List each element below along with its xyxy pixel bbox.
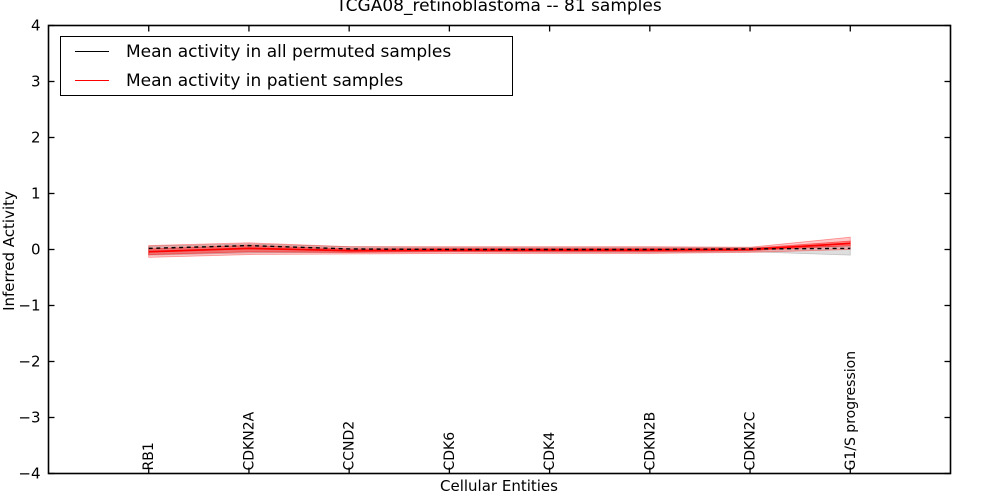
legend-line-black-icon: [75, 51, 109, 52]
y-tick-label: 1: [31, 185, 41, 203]
x-tick-label: CDK6: [442, 432, 458, 471]
y-tick-label: −2: [18, 353, 40, 371]
x-tick-label: CDKN2A: [241, 411, 257, 470]
y-tick-label: −1: [18, 297, 40, 315]
x-axis-label: Cellular Entities: [440, 477, 558, 495]
chart-title: TCGA08_retinoblastoma -- 81 samples: [336, 0, 662, 16]
y-tick-label: 4: [31, 17, 41, 35]
series-line: [148, 244, 851, 251]
y-tick-label: −4: [18, 465, 40, 483]
x-tick-label: CDKN2B: [642, 412, 658, 471]
legend-label: Mean activity in patient samples: [126, 70, 404, 91]
legend-label: Mean activity in all permuted samples: [126, 41, 452, 62]
x-tick-label: CDKN2C: [743, 411, 759, 470]
x-tick-label: RB1: [141, 442, 157, 470]
y-tick-label: 2: [31, 129, 41, 147]
patient-sem-band: [148, 240, 851, 255]
patient-std-band: [148, 236, 851, 258]
legend-item-patient: Mean activity in patient samples: [61, 66, 512, 95]
y-tick-label: −3: [18, 409, 40, 427]
y-tick-label: 0: [31, 241, 41, 259]
x-tick-label: CCND2: [342, 421, 358, 471]
legend: Mean activity in all permuted samples Me…: [60, 36, 513, 96]
y-tick-label: 3: [31, 73, 41, 91]
legend-item-permuted: Mean activity in all permuted samples: [61, 37, 512, 66]
x-tick-label: G1/S progression: [843, 351, 859, 471]
legend-line-red-icon: [75, 80, 109, 81]
y-axis-label: Inferred Activity: [0, 191, 18, 311]
x-tick-label: CDK4: [542, 432, 558, 471]
